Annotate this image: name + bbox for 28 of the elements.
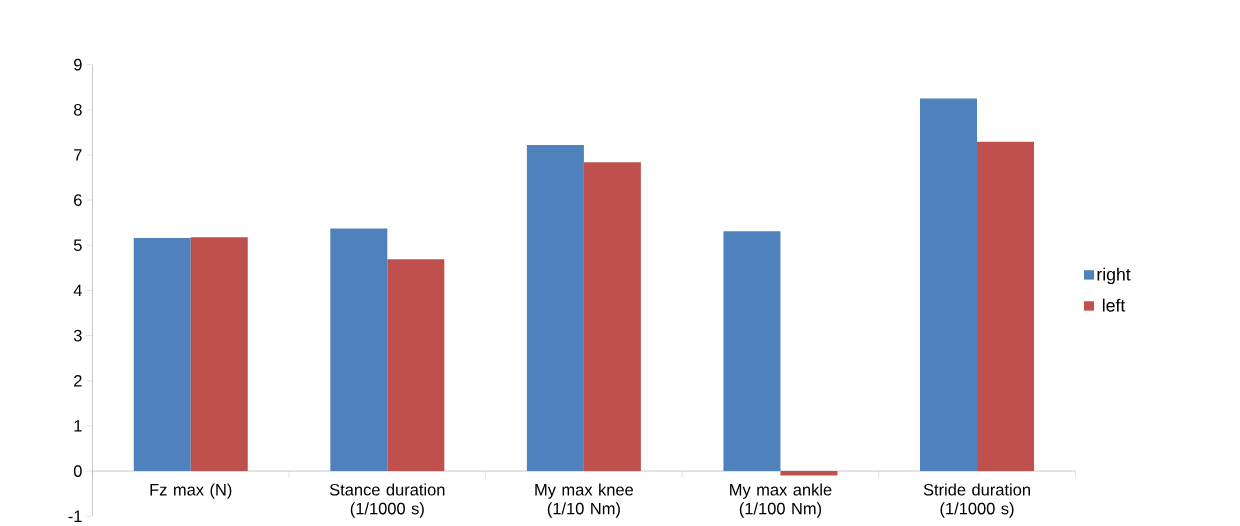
y-tick-label: 5 [73, 239, 82, 252]
x-tick-label: Fz max (N) [150, 483, 232, 499]
y-tick-label: 0 [73, 465, 82, 477]
y-tick-label: 6 [74, 194, 82, 207]
y-tick-label: 9 [74, 58, 82, 71]
bar [583, 162, 641, 472]
x-tick-label: Stance duration (1/1000 s) [329, 483, 445, 518]
legend-label: left [1102, 298, 1126, 312]
bar [526, 145, 584, 472]
y-tick-label: 3 [73, 329, 82, 342]
bar [920, 98, 978, 472]
y-tick-label: 2 [74, 375, 82, 387]
y-tick-label: 1 [74, 420, 82, 432]
y-tick-label: 7 [74, 149, 82, 161]
y-tick-label: 4 [73, 284, 82, 297]
x-tick-label: Stride duration (1/1000 s) [923, 483, 1030, 518]
bar [190, 237, 248, 472]
x-tick-label: My max ankle (1/100 Nm) [730, 483, 832, 518]
bar [330, 228, 388, 472]
bar [723, 231, 781, 472]
bar [977, 141, 1035, 472]
y-tick-label: 8 [73, 104, 82, 116]
x-tick-label: My max knee (1/10 Nm) [535, 483, 634, 518]
legend-label: right [1097, 267, 1131, 285]
bar [780, 471, 838, 476]
bar [133, 238, 191, 472]
y-tick-label: -1 [68, 510, 82, 522]
bar [387, 259, 445, 472]
